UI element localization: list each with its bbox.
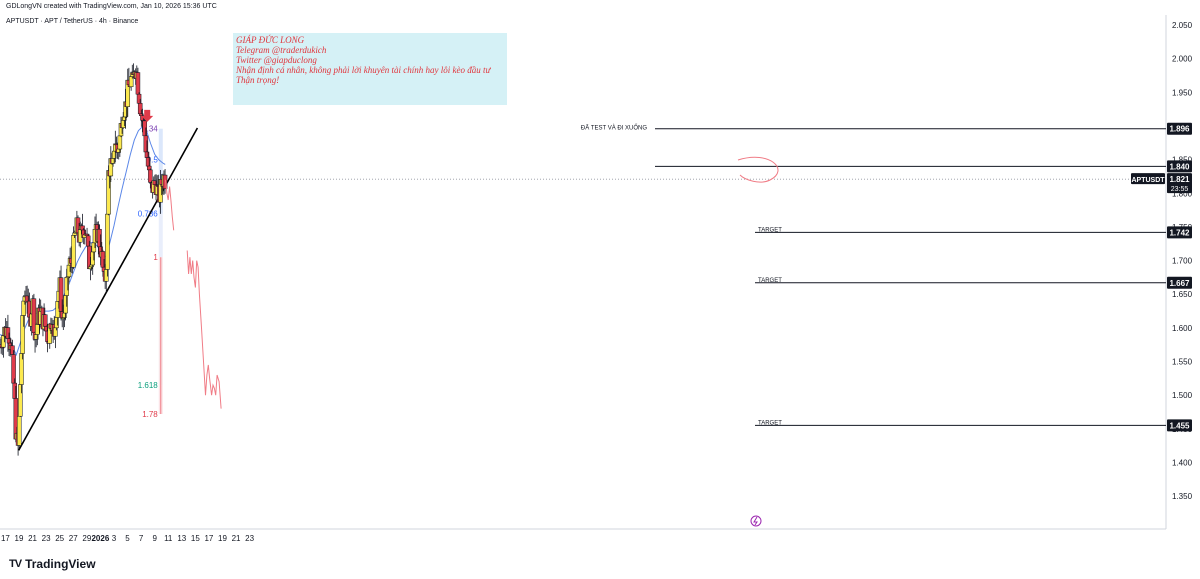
time-tick-label: 19 xyxy=(15,534,24,543)
candle-body xyxy=(16,415,22,446)
price-level-tag xyxy=(1167,226,1192,239)
time-tick-label: 3 xyxy=(112,534,117,543)
price-tick-label: 1.950 xyxy=(1172,88,1193,97)
fib-ratio-label: 0.5 xyxy=(147,156,159,165)
time-tick-label: 23 xyxy=(42,534,51,543)
symbol-title: APTUSDT · APT / TetherUS · 4h · Binance xyxy=(6,18,139,25)
fib-ratio-label: 0.34 xyxy=(142,125,158,134)
forecast-curl xyxy=(737,156,779,183)
current-price-label: 1.821 xyxy=(1169,175,1190,184)
candle-body xyxy=(42,314,48,327)
moving-average-line xyxy=(0,125,166,357)
test-annotation: ĐÃ TEST VÀ ĐI XUỐNG xyxy=(581,125,647,132)
candle-body xyxy=(135,72,141,95)
time-tick-label: 15 xyxy=(191,534,200,543)
target-label: TARGET xyxy=(758,227,782,233)
time-tick-label: 19 xyxy=(218,534,227,543)
candle-body xyxy=(71,235,76,268)
time-tick-label: 21 xyxy=(232,534,241,543)
time-tick-label: 17 xyxy=(1,534,10,543)
author-note: GIÁP ĐỨC LONG Telegram @traderdukich Twi… xyxy=(233,33,507,105)
price-tick-label: 1.600 xyxy=(1172,324,1193,333)
trendline xyxy=(17,127,199,451)
current-price-tag xyxy=(1167,173,1192,194)
price-tick-label: 1.550 xyxy=(1172,358,1193,367)
price-level-tag xyxy=(1167,122,1192,135)
candle-body xyxy=(162,174,168,189)
price-tick-label: 1.500 xyxy=(1172,391,1193,400)
price-level-tag xyxy=(1167,276,1192,289)
price-tick-label: 1.350 xyxy=(1172,492,1193,501)
price-tick-label: 1.650 xyxy=(1172,290,1193,299)
tradingview-brand: TV TradingView xyxy=(9,557,96,571)
note-line: Telegram @traderdukich xyxy=(236,45,327,55)
target-label: TARGET xyxy=(758,420,782,426)
price-tick-label: 2.000 xyxy=(1172,55,1193,64)
candle-body xyxy=(117,135,123,150)
time-tick-label: 7 xyxy=(139,534,144,543)
price-tick-label: 1.800 xyxy=(1172,189,1193,198)
price-level-tag-label: 1.896 xyxy=(1169,125,1190,134)
fib-ratio-label: 1.78 xyxy=(142,410,158,419)
candle-body xyxy=(105,213,110,270)
price-tick-label: 1.400 xyxy=(1172,458,1193,467)
price-tick-label: 1.850 xyxy=(1172,156,1193,165)
target-label: TARGET xyxy=(758,278,782,284)
time-tick-label: 25 xyxy=(55,534,64,543)
fib-ratio-label: 1 xyxy=(153,253,158,262)
fib-ratio-label: 1.618 xyxy=(138,381,159,390)
note-line: Thận trọng! xyxy=(236,75,280,85)
lightning-glyph-icon xyxy=(753,516,758,526)
time-tick-label: 2026 xyxy=(91,534,109,543)
tradingview-logo-icon: TV xyxy=(9,558,22,570)
time-tick-label: 11 xyxy=(164,534,173,543)
forecast-path xyxy=(186,250,222,409)
time-tick-label: 27 xyxy=(69,534,78,543)
time-tick-label: 5 xyxy=(125,534,130,543)
fib-zone-light xyxy=(158,213,163,258)
note-line: Twitter @giapduclong xyxy=(236,55,317,65)
note-line: Nhận định cá nhân, không phải lời khuyên… xyxy=(236,65,491,75)
price-level-tag-label: 1.667 xyxy=(1169,279,1190,288)
forecast-path xyxy=(165,179,175,231)
price-level-tag xyxy=(1167,160,1192,173)
price-tick-label: 2.050 xyxy=(1172,21,1193,30)
symbol-tag-label: APTUSDT xyxy=(1131,177,1165,184)
chart-credit: GDLongVN created with TradingView.com, J… xyxy=(6,3,217,10)
price-level-tag-label: 1.742 xyxy=(1169,228,1190,237)
time-tick-label: 13 xyxy=(177,534,186,543)
event-lightning-icon xyxy=(750,515,762,527)
countdown-label: 23:55 xyxy=(1171,186,1189,193)
candle-body xyxy=(148,169,153,183)
note-line: GIÁP ĐỨC LONG xyxy=(236,35,305,45)
price-level-tag xyxy=(1167,419,1192,432)
down-arrow-icon xyxy=(141,109,154,122)
time-tick-label: 9 xyxy=(152,534,157,543)
time-tick-label: 21 xyxy=(28,534,37,543)
candle-body xyxy=(35,324,40,335)
price-level-tag-label: 1.840 xyxy=(1169,162,1190,171)
time-tick-label: 23 xyxy=(245,534,254,543)
price-tick-label: 1.700 xyxy=(1172,257,1193,266)
fib-ratio-label: 0.786 xyxy=(138,209,159,218)
brand-name: TradingView xyxy=(25,557,96,571)
time-tick-label: 29 xyxy=(82,534,91,543)
symbol-tag xyxy=(1131,173,1165,185)
time-tick-label: 17 xyxy=(204,534,213,543)
price-level-tag-label: 1.455 xyxy=(1169,421,1190,430)
